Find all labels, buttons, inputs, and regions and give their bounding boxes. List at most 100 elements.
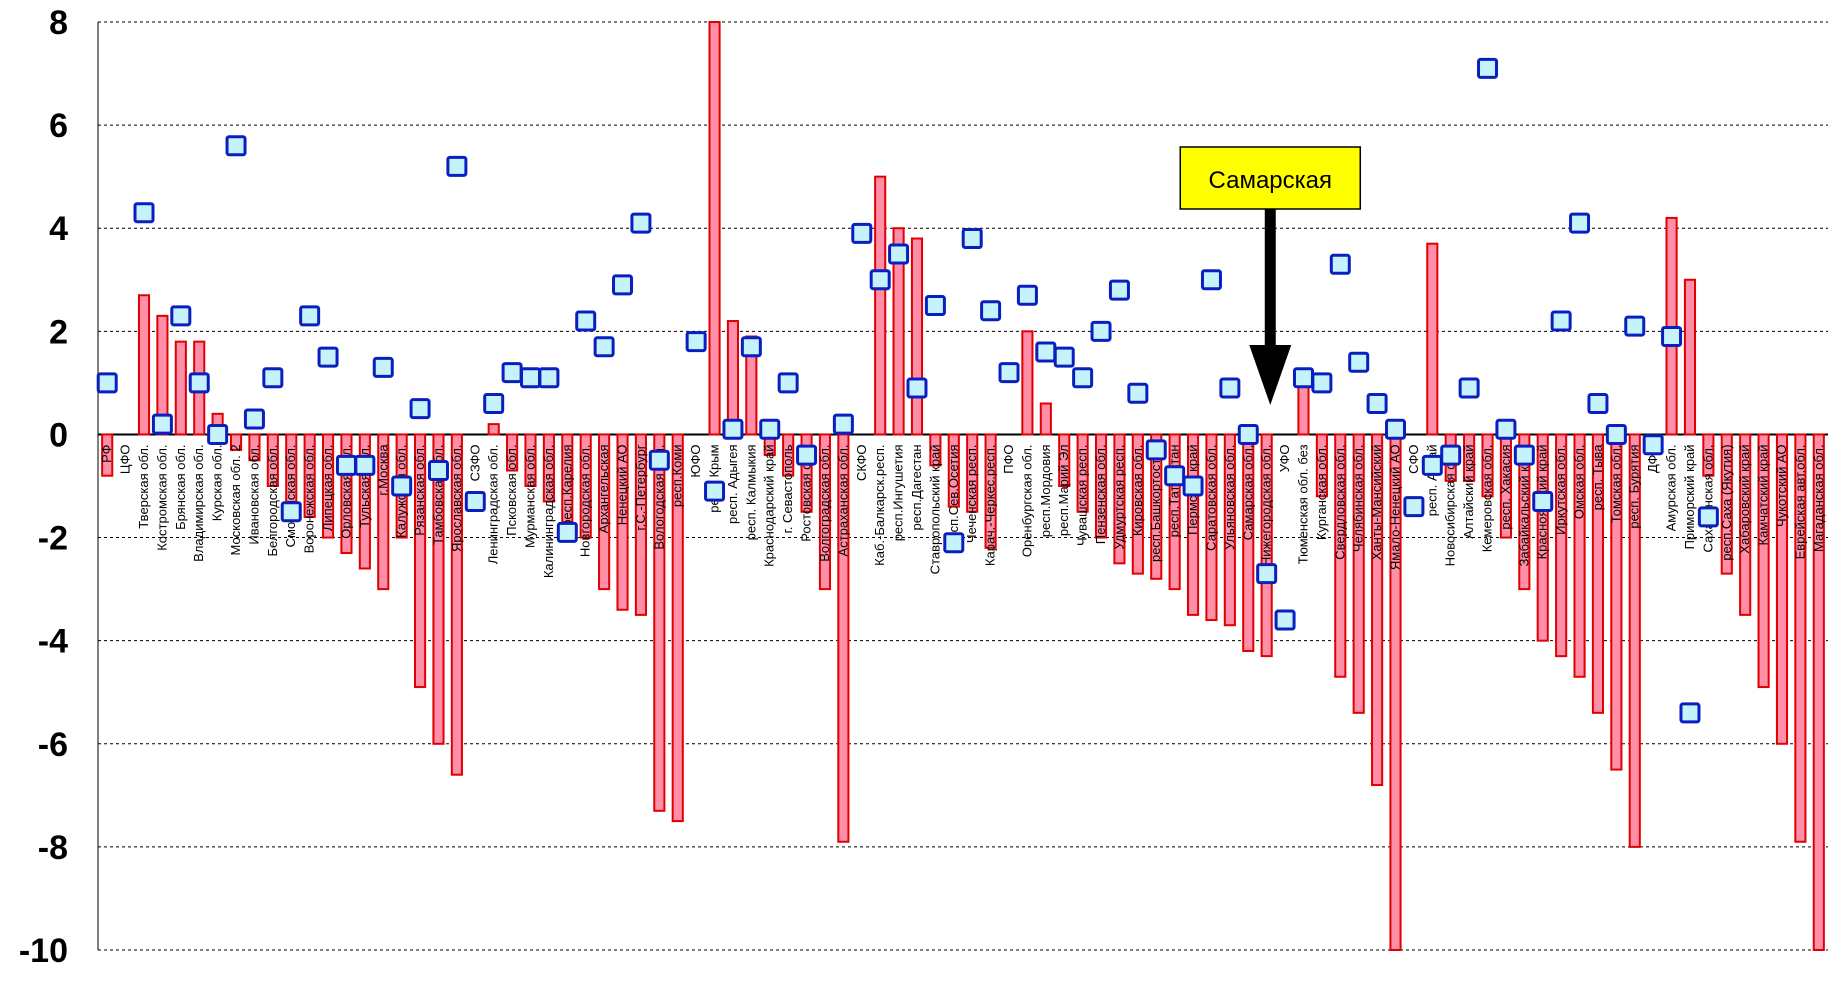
category-label: Приморский край <box>1682 444 1697 549</box>
bar <box>1371 433 1384 787</box>
marker-point <box>1513 444 1535 466</box>
category-label: Тюменская обл. без <box>1295 444 1310 564</box>
marker-point <box>1421 454 1443 476</box>
marker-point <box>998 362 1020 384</box>
y-tick-label: 4 <box>49 210 68 248</box>
y-tick-label: -2 <box>38 520 68 558</box>
bar <box>1463 433 1476 482</box>
category-label: Алтайский край <box>1461 444 1476 538</box>
marker-point <box>1127 382 1149 404</box>
category-label: Ямало-Ненецкий АО <box>1388 444 1403 570</box>
marker-point <box>759 418 781 440</box>
category-label: Псковская обл. <box>504 444 519 535</box>
category-label: Архангельская <box>596 444 611 533</box>
bar <box>984 433 997 549</box>
bar <box>708 21 721 436</box>
marker-point <box>1256 563 1278 585</box>
marker-point <box>888 243 910 265</box>
bar <box>1131 433 1144 575</box>
bar <box>1058 433 1071 488</box>
marker-point <box>335 454 357 476</box>
bar <box>524 433 537 488</box>
category-label: Владимирская обл. <box>191 444 206 561</box>
marker-point <box>1329 253 1351 275</box>
category-label: Свердловская обл. <box>1332 444 1347 559</box>
bar <box>579 433 592 539</box>
bar <box>1021 330 1034 436</box>
marker-point <box>1624 315 1646 337</box>
category-label: Хабаровский край <box>1737 444 1752 553</box>
category-label: Тверская обл. <box>136 444 151 528</box>
bar <box>137 294 151 436</box>
category-label: респ. Бурятия <box>1627 444 1642 528</box>
category-label: Новосибирская обл. <box>1443 444 1458 566</box>
category-label: Ненецкий АО <box>615 444 630 525</box>
marker-point <box>1495 418 1517 440</box>
category-label: Краснодарский край <box>762 444 777 566</box>
bar <box>653 433 666 812</box>
category-label: СЗФО <box>467 444 482 481</box>
category-label: Омская обл. <box>1572 444 1587 519</box>
marker-point <box>409 398 431 420</box>
bar <box>1757 433 1770 689</box>
bar <box>303 433 316 518</box>
marker-point <box>207 423 229 445</box>
marker-point <box>1642 434 1664 456</box>
marker-point <box>1016 284 1038 306</box>
category-label: респ. Тыва <box>1590 444 1605 511</box>
bar <box>671 433 684 823</box>
bar <box>229 433 243 451</box>
category-label: респ. Адыгея <box>725 444 740 524</box>
bar <box>1260 433 1273 658</box>
marker-point <box>1219 377 1241 399</box>
bar <box>1739 433 1752 616</box>
marker-point <box>961 228 983 250</box>
marker-point <box>1605 423 1627 445</box>
bar <box>1573 433 1586 678</box>
marker-point <box>1366 393 1388 415</box>
y-tick-label: -8 <box>38 829 68 867</box>
category-label: Ставропольский край <box>927 444 942 574</box>
bar <box>1628 433 1641 848</box>
bar <box>1223 433 1236 627</box>
marker-point <box>924 295 946 317</box>
category-label: Карач.-Черкес.респ. <box>983 444 998 566</box>
marker-point <box>1311 372 1333 394</box>
marker-point <box>740 336 762 358</box>
y-tick-label: 8 <box>49 4 68 42</box>
marker-point <box>427 460 449 482</box>
marker-point <box>832 413 854 435</box>
y-tick-label: -10 <box>19 932 68 970</box>
marker-point <box>630 212 652 234</box>
category-label: Мурманская обл. <box>523 444 538 548</box>
category-label: Удмуртская респ. <box>1111 444 1126 549</box>
category-label: Брянская обл. <box>173 444 188 529</box>
bar <box>101 433 114 477</box>
marker-point <box>151 413 173 435</box>
category-label: Томская обл. <box>1608 444 1623 523</box>
callout-arrow-head <box>1249 345 1292 405</box>
marker-point <box>1569 212 1591 234</box>
bar <box>321 433 335 539</box>
marker-point <box>575 310 597 332</box>
marker-point <box>1697 506 1719 528</box>
category-label: Рязанская обл. <box>412 444 427 535</box>
category-label: Курганская обл. <box>1314 444 1329 540</box>
category-label: респ.Ингушетия <box>891 444 906 541</box>
category-label: Ивановская обл. <box>246 444 261 544</box>
category-label: респ. Хакасия <box>1498 444 1513 529</box>
category-label: респ. Крым <box>707 444 722 512</box>
y-tick-label: 0 <box>49 416 68 454</box>
bar <box>358 433 371 570</box>
marker-point <box>1164 465 1186 487</box>
bar <box>1205 433 1218 622</box>
category-label: Забайкальский край <box>1516 444 1531 566</box>
category-label: ЮФО <box>688 444 703 477</box>
category-label: Оренбургская обл. <box>1019 444 1034 557</box>
bar <box>1775 433 1789 745</box>
category-label: г.С.-Петербург <box>633 444 648 530</box>
category-label: СФО <box>1406 444 1421 473</box>
category-label: Иркутская обл. <box>1553 444 1568 534</box>
